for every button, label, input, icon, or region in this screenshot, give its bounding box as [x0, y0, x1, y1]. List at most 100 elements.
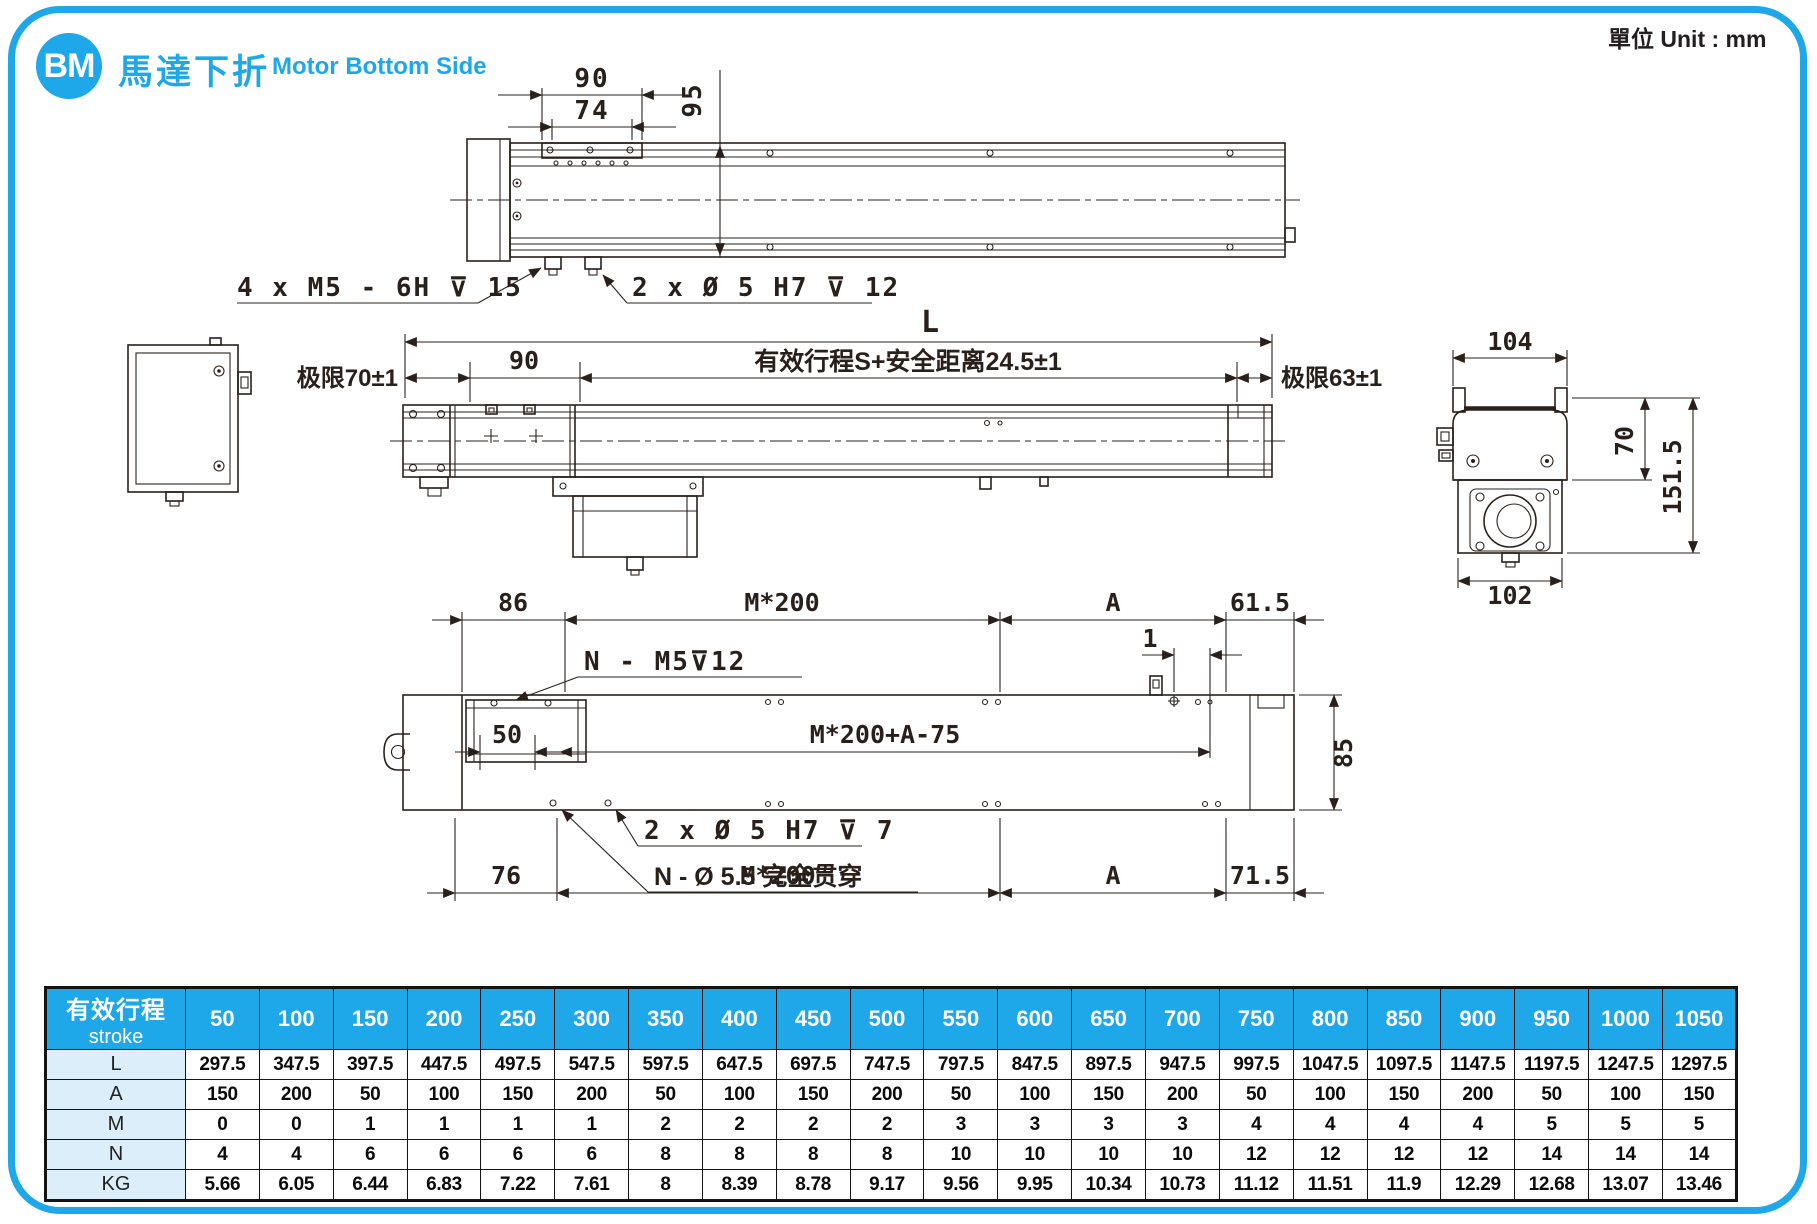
- table-cell: 13.46: [1661, 1169, 1738, 1201]
- dim-50: 50: [492, 720, 522, 749]
- table-cell: 50: [628, 1079, 703, 1110]
- table-cell: 100: [1292, 1079, 1368, 1110]
- table-cell: 4: [1366, 1109, 1442, 1140]
- dim-travel: M*200+A-75: [810, 720, 961, 749]
- table-cell: 0: [258, 1109, 334, 1140]
- stroke-note-label: 有效行程S+安全距离24.5±1: [754, 347, 1062, 376]
- bottom-view-drawing: 86 M*200 A 61.5 N - M5⊽12 1 50 M*200+A-7…: [383, 588, 1358, 901]
- table-cell: 2: [701, 1109, 777, 1140]
- stroke-col-header: 850: [1366, 987, 1442, 1050]
- dim-95: 95: [678, 82, 708, 117]
- table-cell: 7.61: [554, 1169, 630, 1201]
- stroke-col-header: 550: [923, 987, 999, 1050]
- table-cell: 10: [1144, 1139, 1220, 1170]
- table-cell: 6: [554, 1139, 630, 1170]
- table-cell: 8.39: [701, 1169, 777, 1201]
- table-cell: 2: [628, 1109, 703, 1140]
- table-cell: 697.5: [775, 1049, 851, 1080]
- table-cell: 6.44: [332, 1169, 408, 1201]
- table-cell: 1: [480, 1109, 556, 1140]
- stroke-col-header: 300: [554, 987, 630, 1050]
- table-cell: 200: [1144, 1079, 1220, 1110]
- stroke-header-en: stroke: [88, 1025, 144, 1048]
- table-cell: 6.05: [258, 1169, 334, 1201]
- dim-L: L: [921, 305, 939, 340]
- limit-left-label: 极限70±1: [297, 365, 398, 392]
- dim-m200-top: M*200: [744, 588, 819, 617]
- plan-view-drawing: L 极限70±1 90 有效行程S+安全距离24.5±1 极限63±1: [127, 305, 1700, 610]
- dim-151-5: 151.5: [1658, 439, 1687, 514]
- callout-through-holes: N - Ø 5.5 完全贯穿: [654, 862, 862, 891]
- table-cell: 8: [849, 1139, 925, 1170]
- table-cell: 1047.5: [1292, 1049, 1368, 1080]
- table-cell: 3: [997, 1109, 1073, 1140]
- table-cell: 447.5: [406, 1049, 482, 1080]
- table-cell: 8: [775, 1139, 851, 1170]
- dim-102: 102: [1487, 581, 1532, 610]
- table-cell: 50: [1514, 1079, 1590, 1110]
- table-cell: 12: [1218, 1139, 1294, 1170]
- table-cell: 12.29: [1440, 1169, 1516, 1201]
- table-cell: 1097.5: [1366, 1049, 1442, 1080]
- table-cell: 150: [1366, 1079, 1442, 1110]
- table-cell: 397.5: [332, 1049, 408, 1080]
- table-cell: 4: [185, 1139, 260, 1170]
- table-cell: 8.78: [775, 1169, 851, 1201]
- table-cell: 10.34: [1071, 1169, 1146, 1201]
- table-cell: 100: [701, 1079, 777, 1110]
- row-label-a: A: [45, 1079, 186, 1110]
- stroke-col-header: 450: [775, 987, 851, 1050]
- table-cell: 3: [1071, 1109, 1146, 1140]
- motor-end-view: [127, 337, 252, 507]
- limit-right-label: 极限63±1: [1281, 365, 1382, 392]
- table-cell: 150: [1071, 1079, 1146, 1110]
- table-cell: 11.51: [1292, 1169, 1368, 1201]
- stroke-header-cjk: 有效行程: [66, 996, 166, 1024]
- stroke-header-cell: 有效行程 stroke: [45, 987, 186, 1050]
- table-cell: 9.17: [849, 1169, 925, 1201]
- table-cell: 3: [923, 1109, 999, 1140]
- table-cell: 6: [332, 1139, 408, 1170]
- table-cell: 797.5: [923, 1049, 999, 1080]
- dim-74: 74: [574, 96, 609, 126]
- table-cell: 150: [775, 1079, 851, 1110]
- table-cell: 4: [258, 1139, 334, 1170]
- dim-76: 76: [491, 861, 521, 890]
- dim-70: 70: [1610, 426, 1639, 456]
- page-border: [8, 6, 1807, 1214]
- row-label-l: L: [45, 1049, 186, 1080]
- page-title-cjk: 馬達下折: [118, 53, 271, 92]
- dim-90-top: 90: [574, 64, 609, 94]
- table-cell: 1197.5: [1514, 1049, 1590, 1080]
- table-cell: 50: [1218, 1079, 1294, 1110]
- table-cell: 4: [1440, 1109, 1516, 1140]
- table-cell: 4: [1218, 1109, 1294, 1140]
- dim-m200-bottom: M*200: [740, 861, 815, 890]
- table-cell: 100: [997, 1079, 1073, 1110]
- table-cell: 50: [332, 1079, 408, 1110]
- side-view-drawing: 90 74 95 4 x M5 - 6H ⊽ 15 2 x Ø 5 H7 ⊽ 1…: [237, 64, 1300, 304]
- table-cell: 8: [701, 1139, 777, 1170]
- stroke-col-header: 1050: [1661, 987, 1738, 1050]
- table-cell: 947.5: [1144, 1049, 1220, 1080]
- table-cell: 100: [1588, 1079, 1663, 1110]
- table-cell: 50: [923, 1079, 999, 1110]
- table-cell: 3: [1144, 1109, 1220, 1140]
- table-cell: 150: [480, 1079, 556, 1110]
- dim-1: 1: [1142, 624, 1157, 653]
- table-cell: 6: [406, 1139, 482, 1170]
- dim-71-5: 71.5: [1230, 861, 1290, 890]
- table-cell: 14: [1661, 1139, 1738, 1170]
- table-cell: 10.73: [1144, 1169, 1220, 1201]
- table-cell: 347.5: [258, 1049, 334, 1080]
- table-cell: 200: [554, 1079, 630, 1110]
- table-cell: 847.5: [997, 1049, 1073, 1080]
- callout-dowel-holes: 2 x Ø 5 H7 ⊽ 12: [632, 273, 900, 303]
- stroke-col-header: 50: [185, 987, 260, 1050]
- stroke-col-header: 250: [480, 987, 556, 1050]
- stroke-col-header: 900: [1440, 987, 1516, 1050]
- table-cell: 200: [1440, 1079, 1516, 1110]
- table-cell: 5.66: [185, 1169, 260, 1201]
- stroke-col-header: 950: [1514, 987, 1590, 1050]
- table-cell: 10: [997, 1139, 1073, 1170]
